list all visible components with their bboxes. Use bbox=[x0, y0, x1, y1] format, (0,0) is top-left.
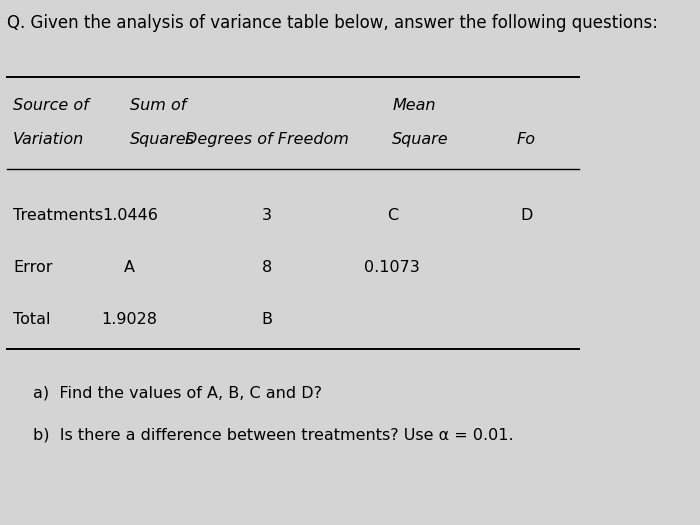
Text: Square: Square bbox=[392, 132, 449, 148]
Text: 1.0446: 1.0446 bbox=[102, 208, 158, 223]
Text: Source of: Source of bbox=[13, 98, 89, 113]
Text: Mean: Mean bbox=[392, 98, 435, 113]
Text: Variation: Variation bbox=[13, 132, 84, 148]
Text: Total: Total bbox=[13, 312, 50, 328]
Text: 8: 8 bbox=[262, 260, 272, 275]
Text: a)  Find the values of A, B, C and D?: a) Find the values of A, B, C and D? bbox=[34, 385, 323, 400]
Text: Squares: Squares bbox=[130, 132, 195, 148]
Text: 0.1073: 0.1073 bbox=[364, 260, 420, 275]
Text: Degrees of Freedom: Degrees of Freedom bbox=[185, 132, 349, 148]
Text: C: C bbox=[386, 208, 398, 223]
Text: b)  Is there a difference between treatments? Use α = 0.01.: b) Is there a difference between treatme… bbox=[34, 427, 514, 442]
Text: A: A bbox=[124, 260, 135, 275]
Text: B: B bbox=[261, 312, 272, 328]
Text: 3: 3 bbox=[262, 208, 272, 223]
Text: Fo: Fo bbox=[517, 132, 536, 148]
Text: Sum of: Sum of bbox=[130, 98, 186, 113]
Text: Q. Given the analysis of variance table below, answer the following questions:: Q. Given the analysis of variance table … bbox=[7, 15, 658, 33]
Text: 1.9028: 1.9028 bbox=[102, 312, 158, 328]
Text: D: D bbox=[520, 208, 533, 223]
Text: Error: Error bbox=[13, 260, 52, 275]
Text: Treatments: Treatments bbox=[13, 208, 103, 223]
